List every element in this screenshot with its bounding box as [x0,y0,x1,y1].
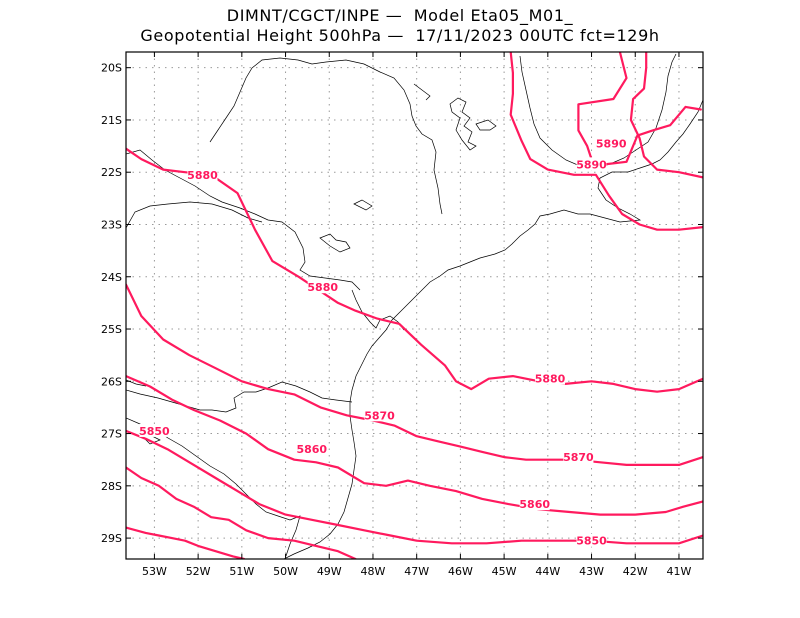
contour-5890 [629,52,703,179]
contour-label-bg [296,442,327,456]
y-tick-label: 21S [101,114,122,127]
contour-5860 [126,375,703,516]
contour-label-5870: 5870 [364,409,395,422]
contour-label-5860: 5860 [519,498,550,511]
y-tick-label: 23S [101,218,122,231]
state-border-mg-rj [519,53,677,169]
x-tick-label: 50W [273,565,298,578]
x-tick-label: 48W [361,565,386,578]
map-frame [125,51,704,560]
reservoir-minor-1 [413,83,431,101]
reservoir-parana [449,97,477,151]
x-tick-label: 52W [186,565,211,578]
contour-label-bg [576,157,607,171]
y-tick-label: 26S [101,375,122,388]
state-border-sc-rs [126,417,301,557]
y-tick-label: 20S [101,62,122,75]
y-tick-label: 28S [101,480,122,493]
y-tick-label: 29S [101,532,122,545]
contour-label-bg [535,371,566,385]
contour-label-5890: 5890 [576,158,607,171]
x-tick-label: 42W [623,565,648,578]
x-tick-label: 53W [142,565,167,578]
x-tick-label: 45W [492,565,517,578]
coastline [283,99,703,559]
contour-label-5880: 5880 [535,373,566,386]
contour-label-5850: 5850 [139,425,170,438]
contour-label-bg [576,533,607,547]
reservoir-grande [475,119,497,131]
contour-label-5890: 5890 [596,137,627,150]
contour-label-5870: 5870 [563,451,594,464]
grid-lines [126,52,703,559]
x-tick-label: 49W [317,565,342,578]
contour-label-bg [187,167,218,181]
contour-label-5860: 5860 [296,443,327,456]
contour-label-bg [307,280,338,294]
state-border-north [209,57,443,215]
contour-label-bg [139,423,170,437]
x-tick-label: 47W [404,565,429,578]
axis-ticks [126,52,703,559]
y-axis-labels: 20S 21S 22S 23S 24S 25S 26S 27S 28S 29S [101,62,122,545]
x-axis-labels: 53W 52W 51W 50W 49W 48W 47W 46W 45W 44W 43W 42W 41W [142,565,692,578]
reservoir-paranapanema [353,199,373,211]
state-border-pr-sp [351,289,405,331]
contour-label-bg [364,408,395,422]
contour-label-bg [596,136,627,150]
map-title-line-1: DIMNT/CGCT/INPE — Model Eta05_M01_ [226,6,574,25]
map-title-line-2: Geopotential Height 500hPa — 17/11/2023 … [140,26,660,45]
state-border-pr-sc [126,381,353,413]
x-tick-label: 51W [229,565,254,578]
contour-label-5880: 5880 [187,169,218,182]
contour-5850 [126,466,357,559]
contour-label-5850: 5850 [576,535,607,548]
x-tick-label: 46W [448,565,473,578]
y-tick-label: 24S [101,271,122,284]
state-border-go-ms [126,201,263,229]
contour-5850 [126,526,246,559]
y-tick-label: 25S [101,323,122,336]
contour-5880 [126,147,703,393]
contour-label-5880: 5880 [307,281,338,294]
y-tick-label: 22S [101,166,122,179]
y-tick-label: 27S [101,428,122,441]
x-tick-label: 44W [535,565,560,578]
contour-lines [126,52,703,559]
x-tick-label: 43W [579,565,604,578]
contour-5880 [509,52,703,231]
state-border-mg-sp [126,149,361,291]
contour-label-bg [563,450,594,464]
contour-labels: 5890 5890 5880 5880 5880 5870 5870 5860 5860 5850… [139,136,627,548]
reservoir-tiete [319,233,351,253]
x-tick-label: 41W [667,565,692,578]
contour-5850 [126,429,703,545]
contour-label-bg [519,497,550,511]
contour-5870 [126,283,703,466]
